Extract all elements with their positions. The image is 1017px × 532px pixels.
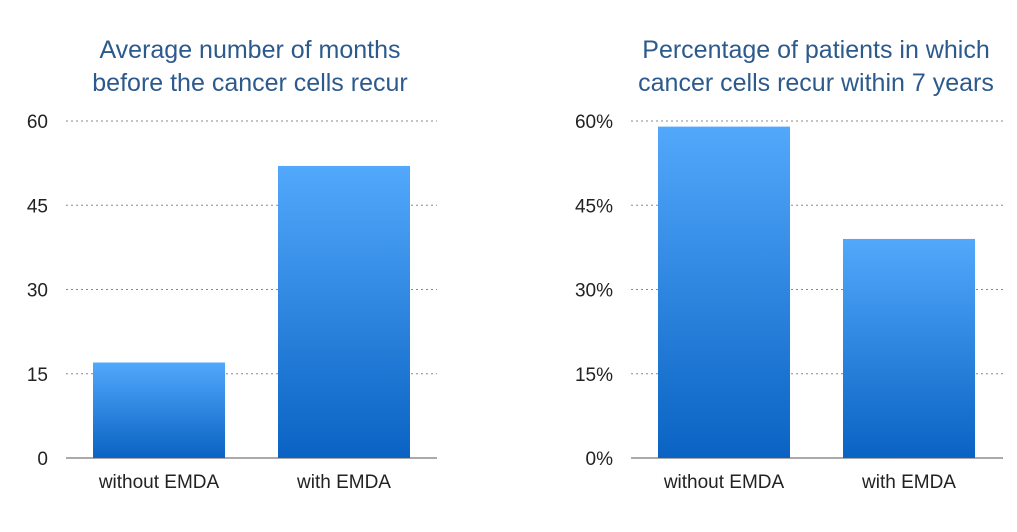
chart-recurrence-percentage: Percentage of patients in which cancer ce… <box>575 36 1003 493</box>
y-tick-label: 15% <box>575 365 613 386</box>
chart-average-months: Average number of months before the cance… <box>27 36 437 493</box>
x-category-label: without EMDA <box>663 472 785 493</box>
y-tick-label: 45 <box>27 196 48 217</box>
y-tick-label: 15 <box>27 365 48 386</box>
y-tick-label: 60% <box>575 112 613 133</box>
chart-title-line-1: Percentage of patients in which <box>642 36 989 64</box>
y-tick-label: 0 <box>37 449 48 470</box>
bar-with-emda <box>278 165 410 458</box>
chart-title-line-2: before the cancer cells recur <box>92 69 407 97</box>
bar-with-emda <box>843 238 975 458</box>
y-tick-label: 0% <box>586 449 614 470</box>
y-tick-label: 30% <box>575 281 613 302</box>
y-tick-label: 60 <box>27 112 48 133</box>
y-tick-label: 30 <box>27 281 48 302</box>
x-category-label: without EMDA <box>98 472 220 493</box>
chart-title-line-1: Average number of months <box>99 36 400 64</box>
y-tick-label: 45% <box>575 196 613 217</box>
chart-title-line-2: cancer cells recur within 7 years <box>638 69 994 97</box>
bar-without-emda <box>93 362 225 458</box>
x-category-label: with EMDA <box>296 472 391 493</box>
x-category-label: with EMDA <box>861 472 956 493</box>
bar-without-emda <box>658 126 790 458</box>
